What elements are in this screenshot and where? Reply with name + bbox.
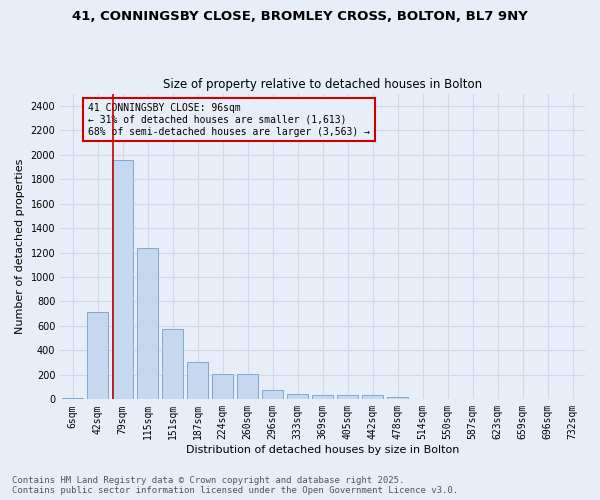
Bar [487, 398, 508, 400]
Bar [512, 398, 533, 400]
Bar [237, 374, 258, 400]
Title: Size of property relative to detached houses in Bolton: Size of property relative to detached ho… [163, 78, 482, 91]
Bar [187, 362, 208, 400]
Bar [337, 395, 358, 400]
Bar [162, 329, 183, 400]
Bar [112, 160, 133, 400]
Text: 41 CONNINGSBY CLOSE: 96sqm
← 31% of detached houses are smaller (1,613)
68% of s: 41 CONNINGSBY CLOSE: 96sqm ← 31% of deta… [88, 104, 370, 136]
Bar [562, 398, 583, 400]
Bar [287, 394, 308, 400]
Bar [87, 312, 108, 400]
X-axis label: Distribution of detached houses by size in Bolton: Distribution of detached houses by size … [186, 445, 459, 455]
Text: Contains HM Land Registry data © Crown copyright and database right 2025.
Contai: Contains HM Land Registry data © Crown c… [12, 476, 458, 495]
Bar [62, 398, 83, 400]
Bar [137, 248, 158, 400]
Bar [387, 397, 408, 400]
Text: 41, CONNINGSBY CLOSE, BROMLEY CROSS, BOLTON, BL7 9NY: 41, CONNINGSBY CLOSE, BROMLEY CROSS, BOL… [72, 10, 528, 23]
Y-axis label: Number of detached properties: Number of detached properties [15, 159, 25, 334]
Bar [212, 374, 233, 400]
Bar [362, 395, 383, 400]
Bar [312, 395, 333, 400]
Bar [262, 390, 283, 400]
Bar [412, 398, 433, 400]
Bar [437, 398, 458, 400]
Bar [462, 398, 483, 400]
Bar [537, 398, 558, 400]
